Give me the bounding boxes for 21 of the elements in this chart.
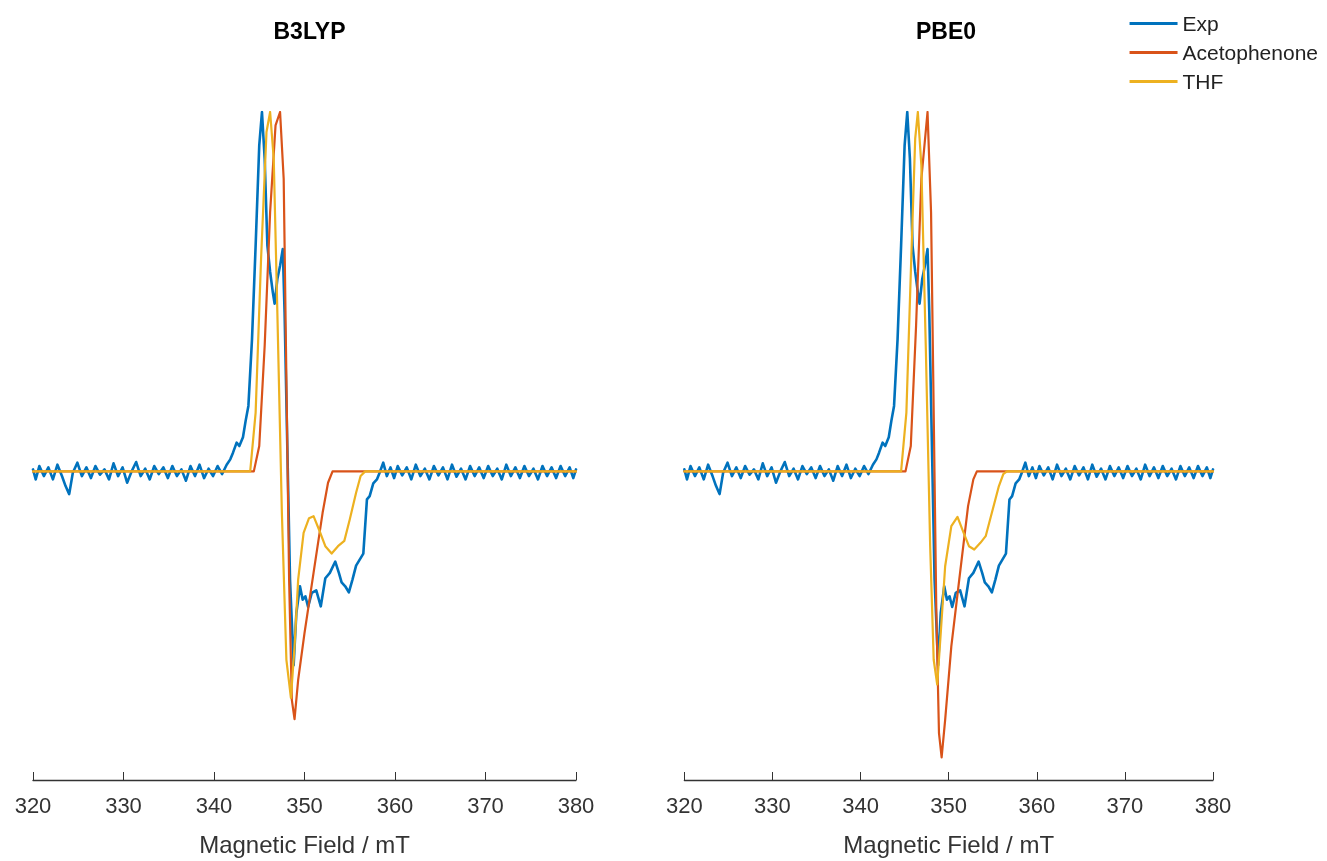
x-axis-title: Magnetic Field / mT: [199, 830, 411, 858]
x-tick-label: 340: [842, 792, 879, 818]
x-tick-label: 370: [1106, 792, 1144, 818]
chart-title: PBE0: [915, 17, 977, 44]
legend-label: Acetophenone: [1182, 41, 1319, 64]
x-tick-label: 360: [1018, 792, 1056, 818]
x-tick-label: 340: [195, 792, 233, 818]
legend-label: Exp: [1182, 12, 1219, 35]
x-tick-label: 360: [376, 792, 414, 818]
x-tick-label: 330: [754, 792, 791, 818]
x-tick-label: 320: [14, 792, 52, 818]
x-tick-label: 330: [105, 792, 142, 818]
x-tick-label: 380: [1194, 792, 1232, 818]
x-tick-label: 320: [665, 792, 703, 818]
x-tick-label: 380: [557, 792, 595, 818]
chart-title: B3LYP: [273, 17, 346, 44]
x-tick-label: 370: [467, 792, 504, 818]
legend-label: THF: [1182, 70, 1224, 93]
x-tick-label: 350: [930, 792, 968, 818]
x-tick-label: 350: [286, 792, 323, 818]
x-axis-title: Magnetic Field / mT: [843, 830, 1055, 858]
